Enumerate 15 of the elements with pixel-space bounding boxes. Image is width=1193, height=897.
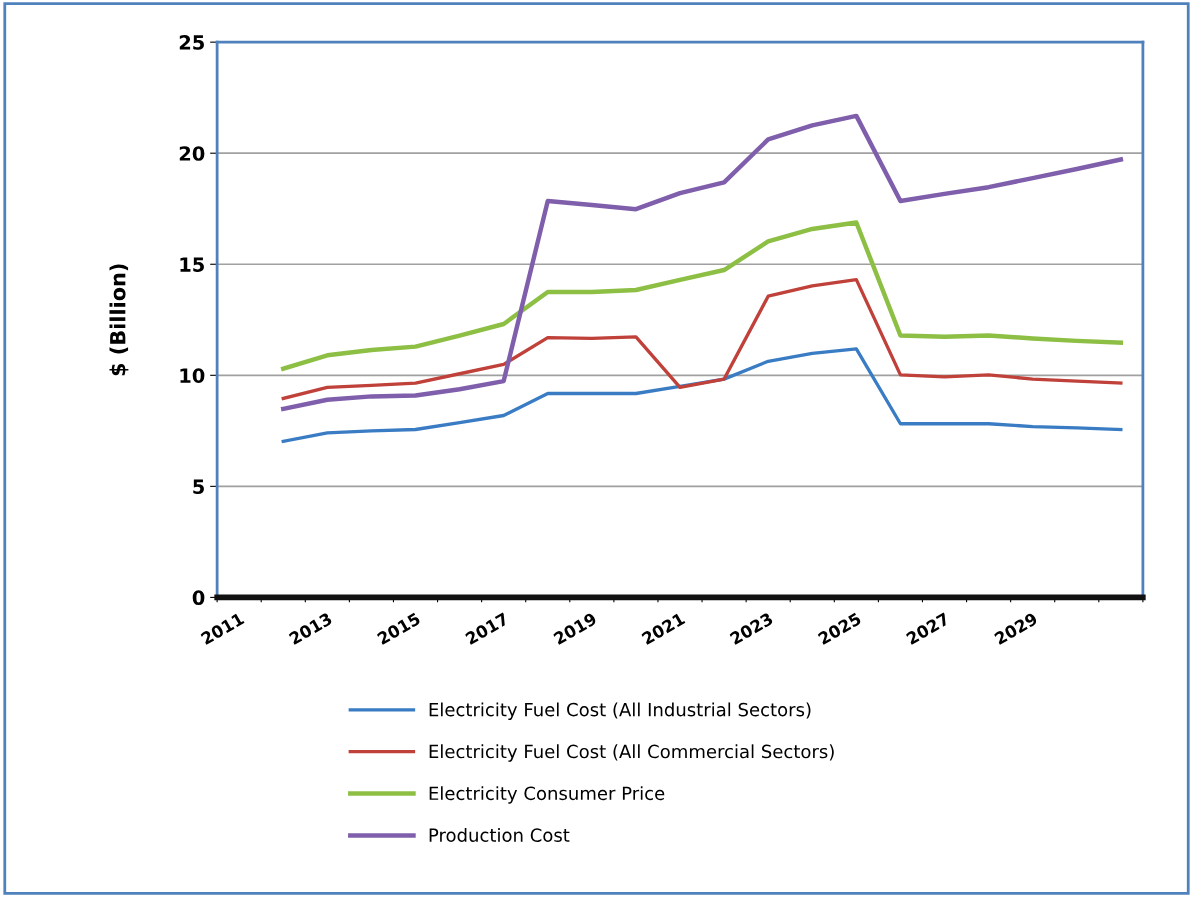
y-tick-label: 20: [179, 146, 205, 161]
y-tick-label: 25: [179, 35, 204, 50]
y-tick-label: 0: [192, 590, 205, 606]
legend-label: Production Cost: [429, 828, 570, 842]
legend-label: Electricity Fuel Cost (All Industrial Sectors): [429, 702, 811, 720]
line-series: [281, 347, 1123, 443]
line-series: [281, 277, 1123, 401]
y-tick-label: 10: [180, 368, 205, 383]
legend-label: Electricity Consumer Price: [429, 786, 665, 804]
y-tick-label: 15: [180, 257, 204, 272]
legend-label: Electricity Fuel Cost (All Commercial Sectors): [429, 744, 834, 762]
y-tick-label: 5: [193, 479, 204, 495]
line-series: [281, 220, 1124, 371]
y-axis-title: $ (Billion): [109, 264, 129, 376]
line-series: [281, 113, 1124, 412]
